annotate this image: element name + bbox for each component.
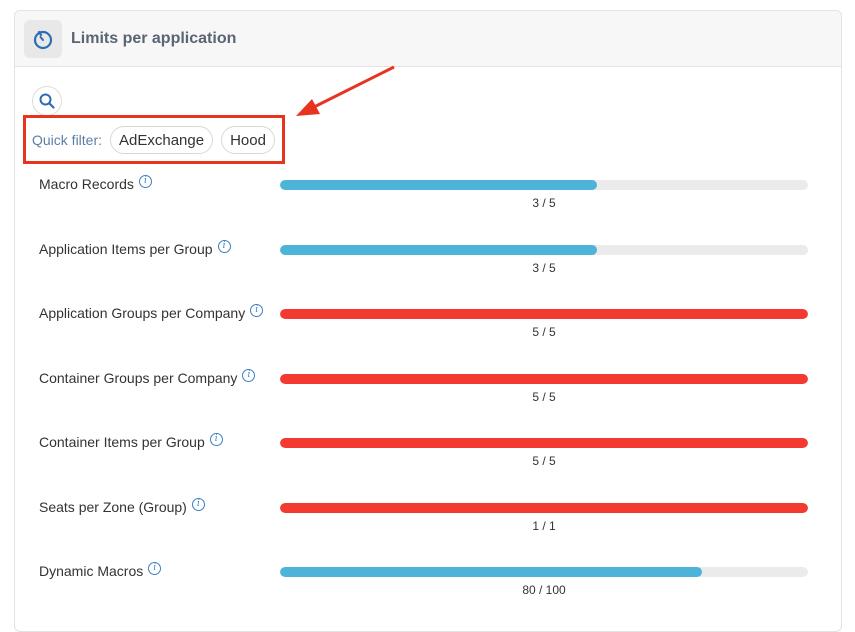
info-icon[interactable]: i	[217, 239, 231, 253]
progress-bar	[280, 244, 808, 255]
progress-bar-fill	[280, 373, 808, 384]
limit-row: Application Items per Group i 3 / 5	[15, 239, 841, 290]
progress-bar	[280, 309, 808, 319]
search-button[interactable]	[32, 86, 62, 116]
limit-row: Seats per Zone (Group) i 1 / 1	[15, 497, 841, 548]
info-icon[interactable]: i	[242, 368, 256, 382]
limit-label-text: Application Items per Group	[39, 240, 213, 257]
progress-bar	[280, 373, 808, 384]
limit-label: Seats per Zone (Group) i	[39, 497, 205, 515]
limit-row: Container Groups per Company i 5 / 5	[15, 368, 841, 419]
limit-value: 5 / 5	[532, 389, 556, 404]
search-icon	[39, 93, 55, 109]
limit-label-text: Seats per Zone (Group)	[39, 498, 187, 515]
filter-chip-hood[interactable]: Hood	[221, 126, 275, 154]
limit-label-text: Application Groups per Company	[39, 305, 246, 321]
card-header: Limits per application	[15, 11, 841, 67]
limit-label: Dynamic Macros i	[39, 562, 162, 579]
limit-label: Application Items per Group i	[39, 239, 231, 257]
limit-label-text: Container Items per Group	[39, 434, 205, 450]
progress-bar-fill	[280, 438, 808, 448]
info-icon[interactable]: i	[138, 175, 152, 188]
filter-chip-adexchange[interactable]: AdExchange	[110, 126, 214, 154]
quick-filter: Quick filter: AdExchange Hood	[32, 125, 283, 155]
limit-label: Application Groups per Company i	[39, 304, 264, 321]
limit-value: 5 / 5	[532, 325, 556, 339]
limit-value: 80 / 100	[522, 583, 566, 597]
info-icon[interactable]: i	[191, 497, 205, 511]
limit-label-text: Container Groups per Company	[39, 369, 238, 386]
limit-row: Macro Records i 3 / 5	[15, 175, 841, 225]
limit-label: Macro Records i	[39, 175, 152, 192]
progress-bar-fill	[280, 309, 808, 319]
progress-bar	[280, 502, 808, 513]
quick-filter-label: Quick filter:	[32, 132, 103, 148]
progress-bar	[280, 180, 808, 190]
progress-bar-fill	[280, 502, 808, 513]
progress-bar	[280, 438, 808, 448]
limit-row: Container Items per Group i 5 / 5	[15, 433, 841, 483]
limit-label: Container Groups per Company i	[39, 368, 256, 386]
progress-bar-fill	[280, 180, 597, 190]
limit-row: Dynamic Macros i 80 / 100	[15, 562, 841, 612]
limits-card: Limits per application Quick filter: AdE…	[14, 10, 842, 632]
limit-value: 3 / 5	[532, 260, 556, 275]
info-icon[interactable]: i	[250, 304, 264, 317]
limit-label: Container Items per Group i	[39, 433, 223, 450]
progress-bar-fill	[280, 567, 703, 577]
progress-bar	[280, 567, 808, 577]
limit-row: Application Groups per Company i 5 / 5	[15, 304, 841, 354]
limit-value: 3 / 5	[532, 196, 556, 210]
limit-label-text: Dynamic Macros	[39, 563, 144, 579]
progress-bar-fill	[280, 244, 597, 255]
timer-icon	[24, 19, 62, 58]
info-icon[interactable]: i	[148, 562, 162, 575]
info-icon[interactable]: i	[209, 433, 223, 446]
card-title: Limits per application	[71, 29, 237, 47]
limit-value: 1 / 1	[532, 518, 556, 533]
limit-value: 5 / 5	[532, 454, 556, 468]
limit-label-text: Macro Records	[39, 176, 134, 192]
